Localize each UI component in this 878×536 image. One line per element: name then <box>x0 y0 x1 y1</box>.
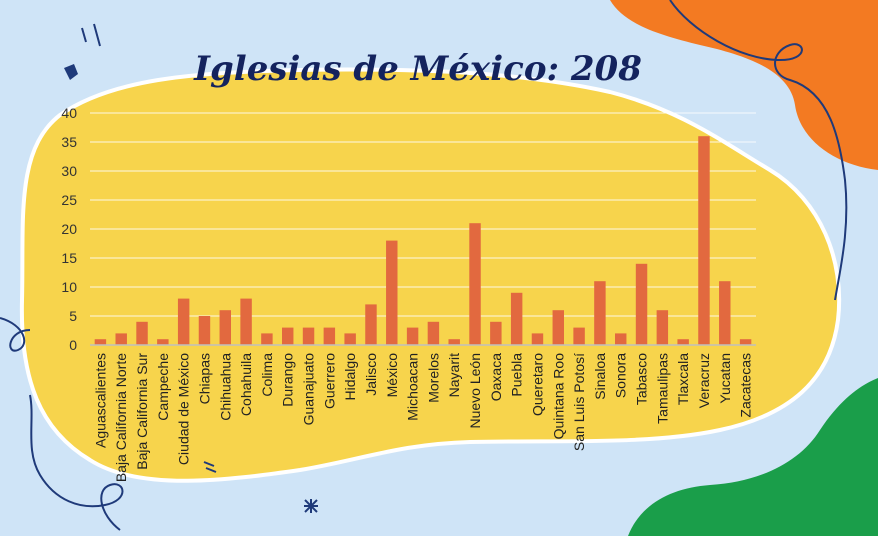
x-tick-label: Queretaro <box>529 353 545 416</box>
bar <box>739 339 752 345</box>
x-tick-label: Morelos <box>425 353 441 403</box>
bar <box>177 298 190 345</box>
bar <box>698 136 710 345</box>
bar <box>302 327 315 345</box>
bar <box>448 339 460 345</box>
x-tick-label: Colima <box>259 353 275 397</box>
bar <box>365 304 377 345</box>
bar <box>531 333 544 345</box>
bar <box>94 339 107 345</box>
bar <box>635 263 648 345</box>
yellow-blob <box>19 67 842 483</box>
green-corner-shape <box>628 378 878 536</box>
x-tick-label: Oaxaca <box>488 353 504 401</box>
y-tick-label: 25 <box>61 192 77 208</box>
x-tick-label: Michoacan <box>405 353 421 421</box>
bar <box>157 339 169 345</box>
bar <box>594 281 606 345</box>
bar <box>656 310 669 345</box>
x-tick-label: Guanajuato <box>301 353 317 426</box>
bar <box>115 333 127 345</box>
bar <box>240 298 252 345</box>
x-tick-label: Baja California Sur <box>134 353 150 470</box>
bar <box>469 223 481 345</box>
bar <box>261 333 273 345</box>
y-tick-label: 35 <box>61 134 77 150</box>
x-tick-label: Durango <box>280 353 296 407</box>
chart-title: Iglesias de México: 208 <box>193 49 642 89</box>
y-tick-label: 0 <box>69 337 77 353</box>
bar <box>323 327 336 345</box>
bar <box>490 321 502 345</box>
bar <box>386 240 398 345</box>
x-tick-label: Cohahuila <box>238 353 254 416</box>
x-tick-label: Tabasco <box>634 353 650 405</box>
bar <box>219 310 232 345</box>
decorative-doodle-marks <box>81 23 318 513</box>
bar <box>573 327 585 345</box>
bar <box>427 321 440 345</box>
x-tick-label: Nuevo León <box>467 353 483 429</box>
x-tick-label: Campeche <box>155 353 171 421</box>
x-tick-label: Veracruz <box>696 353 712 408</box>
y-tick-label: 15 <box>61 250 77 266</box>
bar <box>552 310 565 345</box>
x-tick-label: Sinaloa <box>592 353 608 400</box>
x-tick-label: Chihuahua <box>217 353 233 421</box>
x-axis-labels: Aguascalientes Baja California Norte Baja … <box>92 353 753 482</box>
x-tick-label: Guerrero <box>321 353 337 409</box>
y-axis-ticks: 0 5 10 15 20 25 30 35 40 <box>61 105 77 353</box>
chart-title-text: Iglesias de México: 208 <box>193 49 642 89</box>
x-tick-label: Tlaxcala <box>675 353 691 405</box>
y-tick-label: 20 <box>61 221 77 237</box>
x-tick-label: Baja California Norte <box>113 353 129 482</box>
y-tick-label: 5 <box>69 308 77 324</box>
bar <box>344 333 356 345</box>
bar <box>281 327 294 345</box>
y-tick-label: 30 <box>61 163 77 179</box>
decorative-pin-icon <box>64 64 78 80</box>
x-tick-label: Aguascalientes <box>92 353 108 448</box>
x-tick-label: Sonora <box>613 353 629 398</box>
orange-corner-shape <box>610 0 878 170</box>
x-tick-label: Tamaulipas <box>654 353 670 424</box>
x-tick-label: Yucatan <box>717 353 733 404</box>
bar <box>614 333 627 345</box>
x-tick-label: Chiapas <box>196 353 212 404</box>
x-tick-label: Zacatecas <box>738 353 754 418</box>
x-tick-label: México <box>384 353 400 398</box>
bars <box>94 136 752 345</box>
x-tick-label: Nayarit <box>446 353 462 397</box>
bar <box>719 281 731 345</box>
bar <box>198 316 211 345</box>
x-tick-label: San Luis Potosí <box>571 353 587 451</box>
y-tick-label: 40 <box>61 105 77 121</box>
bar <box>677 339 689 345</box>
bar <box>406 327 419 345</box>
x-tick-label: Ciudad de México <box>176 353 192 465</box>
y-tick-label: 10 <box>61 279 77 295</box>
decorative-doodle-line-left <box>0 317 124 531</box>
x-tick-label: Puebla <box>509 353 525 397</box>
decorative-doodle-line-top-right <box>669 0 848 301</box>
bar <box>510 292 523 345</box>
x-tick-label: Jalisco <box>363 353 379 396</box>
x-tick-label: Quintana Roo <box>550 353 566 440</box>
x-tick-label: Hidalgo <box>342 353 358 401</box>
bar <box>136 321 148 345</box>
